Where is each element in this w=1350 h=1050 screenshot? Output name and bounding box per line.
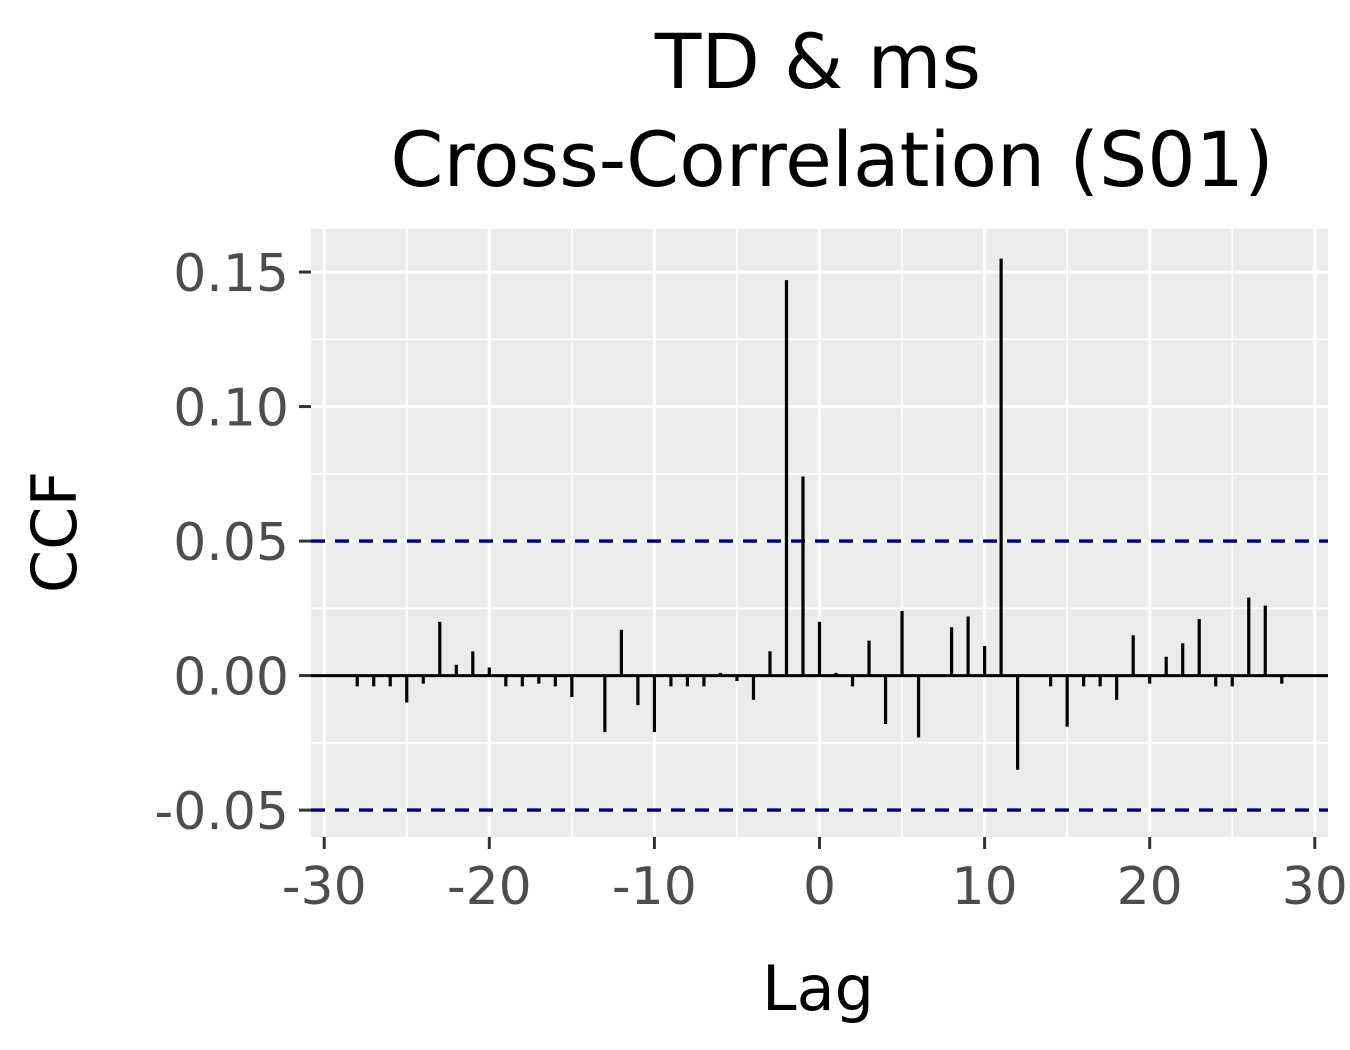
y-axis: -0.05 0.00 0.05 0.10 0.15 (154, 244, 311, 842)
y-axis-title: CCF (18, 471, 91, 593)
chart-title-line1: TD & ms (654, 17, 981, 106)
y-tick-label: -0.05 (154, 782, 289, 842)
chart-title-line2: Cross-Correlation (S01) (390, 115, 1273, 204)
x-tick-label: 20 (1117, 857, 1183, 917)
x-axis-title: Lag (762, 952, 874, 1025)
y-tick-label: 0.10 (173, 379, 289, 439)
y-tick-label: 0.15 (173, 244, 289, 304)
x-tick-label: -30 (282, 857, 367, 917)
y-tick-label: 0.05 (173, 513, 289, 573)
x-tick-label: 30 (1282, 857, 1348, 917)
confidence-band (311, 539, 1328, 812)
x-tick-label: 0 (803, 857, 836, 917)
y-tick-label: 0.00 (173, 648, 289, 708)
x-tick-label: -20 (447, 857, 532, 917)
x-tick-label: -10 (612, 857, 697, 917)
x-axis: -30 -20 -10 0 10 20 30 (282, 837, 1348, 917)
ccf-bars (355, 258, 1284, 770)
x-tick-label: 10 (952, 857, 1018, 917)
